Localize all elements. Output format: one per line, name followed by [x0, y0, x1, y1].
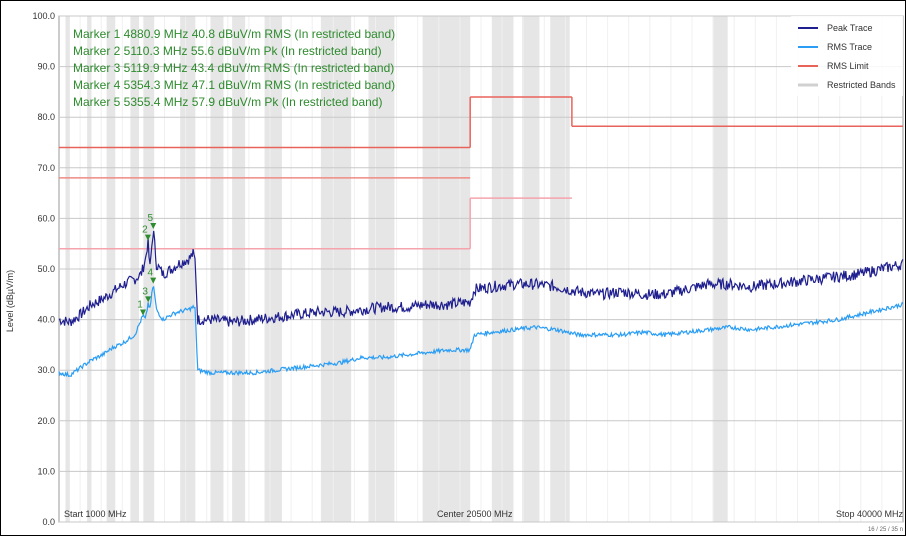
y-tick-label: 60.0 [37, 213, 55, 223]
x-stop-label: Stop 40000 MHz [836, 509, 904, 519]
legend: Peak Trace RMS Trace RMS Limit Restricte… [791, 16, 903, 96]
x-start-label: Start 1000 MHz [64, 509, 127, 519]
marker-5-triangle [150, 223, 157, 230]
marker-2-label: Marker 2 5110.3 MHz 55.6 dBuV/m Pk (In r… [73, 44, 382, 58]
marker-symbols: 1 2 3 4 5 [137, 213, 157, 316]
y-tick-label: 20.0 [37, 416, 55, 426]
marker-2-triangle [144, 234, 151, 241]
marker-3-label: Marker 3 5119.9 MHz 43.4 dBuV/m RMS (In … [73, 61, 394, 75]
y-tick-label: 90.0 [37, 62, 55, 72]
legend-rms-trace: RMS Trace [827, 42, 872, 52]
marker-list: Marker 1 4880.9 MHz 40.8 dBuV/m RMS (In … [73, 27, 395, 109]
x-center-label: Center 20500 MHz [437, 509, 513, 519]
marker-4-label: Marker 4 5354.3 MHz 47.1 dBuV/m RMS (In … [73, 78, 395, 92]
legend-peak-trace: Peak Trace [827, 23, 873, 33]
grid-layer [58, 15, 904, 523]
y-tick-label: 40.0 [37, 315, 55, 325]
y-tick-label: 100.0 [32, 11, 55, 21]
marker-2-number: 2 [142, 225, 148, 236]
y-axis-title: Level (dBµV/m) [5, 270, 15, 332]
marker-5-label: Marker 5 5355.4 MHz 57.9 dBuV/m Pk (In r… [73, 95, 382, 109]
series-peak-trace [58, 230, 904, 327]
traces-layer [58, 230, 904, 378]
marker-5-number: 5 [147, 213, 153, 224]
y-tick-label: 10.0 [37, 466, 55, 476]
y-tick-label: 50.0 [37, 264, 55, 274]
y-tick-label: 30.0 [37, 365, 55, 375]
y-tick-label: 70.0 [37, 163, 55, 173]
y-tick-label: 0.0 [42, 517, 55, 527]
legend-rms-limit: RMS Limit [827, 61, 869, 71]
marker-4-number: 4 [147, 268, 153, 279]
legend-restricted-bands: Restricted Bands [827, 80, 896, 90]
marker-3-number: 3 [142, 286, 148, 297]
series-rms-trace [58, 285, 904, 378]
corner-note: 16 / 25 / 35 n [868, 527, 903, 533]
y-tick-label: 80.0 [37, 112, 55, 122]
marker-3-triangle [145, 296, 152, 303]
y-tick-labels: 0.0 10.0 20.0 30.0 40.0 50.0 60.0 70.0 80.0 90.0 1… [32, 11, 55, 527]
marker-1-triangle [139, 309, 146, 316]
marker-1-label: Marker 1 4880.9 MHz 40.8 dBuV/m RMS (In … [73, 27, 395, 41]
marker-4-triangle [150, 277, 157, 284]
limit-lines-layer [59, 96, 903, 250]
marker-1-number: 1 [137, 300, 143, 311]
